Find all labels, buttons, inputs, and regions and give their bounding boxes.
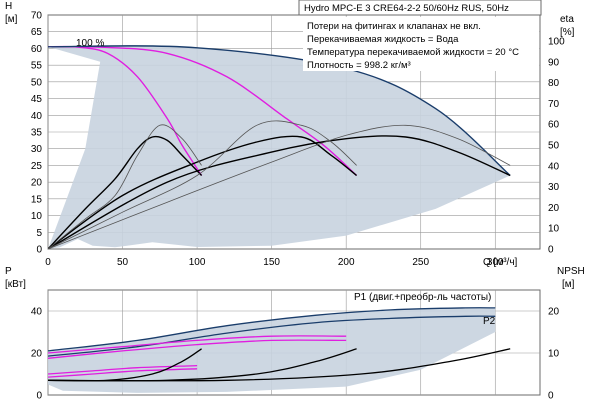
- q-tick-label: 100: [189, 257, 206, 268]
- eta-tick-label: 50: [548, 141, 560, 152]
- bottom-series-curve: [48, 348, 511, 382]
- p-tick-label: 0: [36, 391, 42, 400]
- eta-tick-label: 40: [548, 161, 560, 172]
- top-series-curve: [48, 135, 511, 249]
- h-tick-label: 60: [31, 44, 43, 55]
- h-tick-label: 65: [31, 27, 43, 38]
- npsh-tick-label: 0: [548, 391, 554, 400]
- h-tick-label: 30: [31, 144, 43, 155]
- chart-title: Hydro MPC-E 3 CRE64-2-2 50/60Hz RUS, 50H…: [304, 3, 509, 14]
- npsh-tick-label: 20: [548, 307, 560, 318]
- note-line-4: Плотность = 998.2 кг/м³: [307, 60, 411, 71]
- eta-tick-label: 80: [548, 78, 560, 89]
- eta-tick-label: 90: [548, 57, 560, 68]
- h-tick-label: 20: [31, 178, 43, 189]
- p-axis-unit: [кВт]: [5, 279, 26, 290]
- p1-label: P1 (двиг.+преобр-ль частоты): [354, 291, 491, 303]
- bottom-series-curve: [48, 339, 347, 359]
- p2-label: P2: [483, 316, 496, 327]
- eta-tick-label: 70: [548, 99, 560, 110]
- top-series-curve: [48, 120, 357, 249]
- bottom-series-curve: [48, 364, 198, 375]
- h-tick-label: 40: [31, 111, 43, 122]
- q-tick-label: 50: [117, 257, 129, 268]
- top-series-curve: [48, 135, 358, 249]
- npsh-axis-label: NPSH: [557, 266, 585, 277]
- q-axis-label: Q [м³/ч]: [483, 257, 518, 268]
- top-ticks: 0 50 100 150 200 250 3000510152025303540455055…: [31, 11, 565, 269]
- h-tick-label: 35: [31, 128, 43, 139]
- bottom-series-curve: [48, 335, 347, 354]
- bottom-series: [48, 307, 511, 382]
- npsh-axis-unit: [м]: [562, 279, 575, 290]
- p-axis-label: P: [5, 266, 12, 277]
- eta-tick-label: 100: [548, 37, 565, 48]
- h-tick-label: 70: [31, 11, 43, 22]
- h-tick-label: 5: [36, 228, 42, 239]
- p-tick-label: 40: [31, 307, 43, 318]
- h-tick-label: 0: [36, 245, 42, 256]
- h-axis-label: H: [5, 1, 12, 12]
- eta-axis-label: eta: [560, 14, 574, 25]
- bottom-ticks: 0 20 40 0 10 20: [31, 307, 560, 400]
- eta-tick-label: 0: [548, 245, 554, 256]
- h-axis-unit: [м]: [5, 14, 18, 25]
- h-tick-label: 55: [31, 61, 43, 72]
- note-line-3: Температура перекачиваемой жидкости = 20…: [307, 47, 519, 58]
- npsh-tick-label: 10: [548, 349, 560, 360]
- p-tick-label: 20: [31, 349, 43, 360]
- h-tick-label: 50: [31, 77, 43, 88]
- note-line-2: Перекачиваемая жидкость = Вода: [307, 34, 459, 45]
- eta-axis-unit: [%]: [560, 27, 575, 38]
- eta-tick-label: 10: [548, 224, 560, 235]
- q-tick-label: 250: [412, 257, 429, 268]
- q-tick-label: 300: [487, 257, 504, 268]
- eta-tick-label: 60: [548, 120, 560, 131]
- h-tick-label: 45: [31, 94, 43, 105]
- q-tick-label: 150: [263, 257, 280, 268]
- top-series-curve: [48, 124, 202, 249]
- info-box: Hydro MPC-E 3 CRE64-2-2 50/60Hz RUS, 50H…: [298, 0, 542, 71]
- top-series-curve: [48, 135, 203, 249]
- eta-tick-label: 20: [548, 203, 560, 214]
- top-series: [48, 45, 511, 249]
- q-tick-label: 200: [338, 257, 355, 268]
- top-series-curve: [48, 46, 358, 177]
- top-series-curve: [48, 124, 511, 249]
- h-tick-label: 15: [31, 194, 43, 205]
- note-line-1: Потери на фитингах и клапанах не вкл.: [307, 21, 481, 32]
- bottom-series-curve: [48, 307, 496, 352]
- annotation-100-percent: 100 %: [76, 38, 104, 49]
- bottom-series-curve: [48, 315, 496, 357]
- h-tick-label: 25: [31, 161, 43, 172]
- h-tick-label: 10: [31, 211, 43, 222]
- q-tick-label: 0: [45, 257, 51, 268]
- bottom-series-curve: [48, 368, 198, 378]
- eta-tick-label: 30: [548, 182, 560, 193]
